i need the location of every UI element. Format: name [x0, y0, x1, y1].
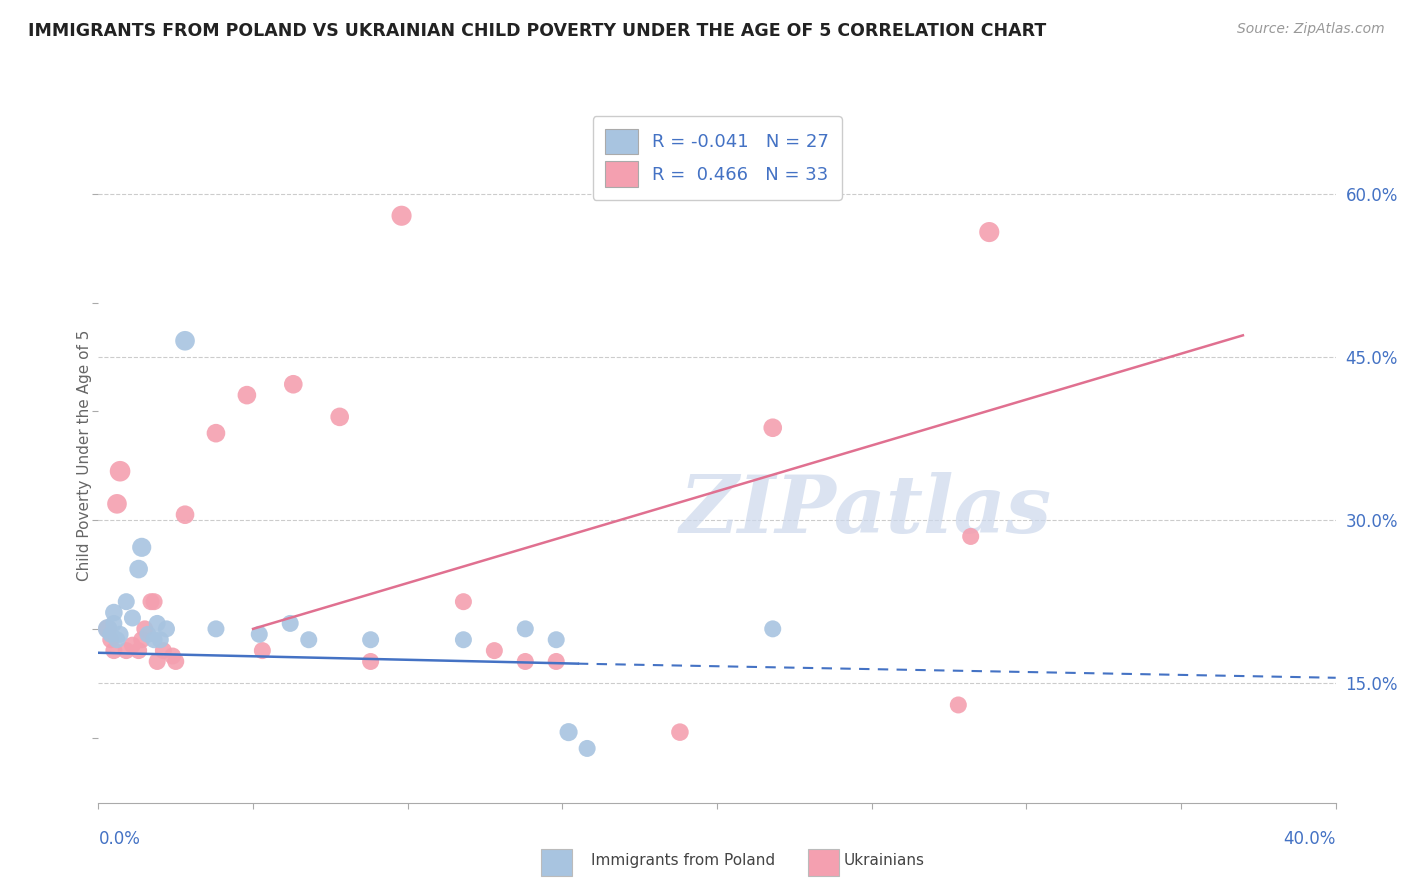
Point: [97, 622, 120, 636]
Point: [515, 622, 537, 636]
Point: [515, 655, 537, 669]
Point: [948, 698, 970, 712]
Point: [762, 421, 785, 435]
Point: [546, 632, 568, 647]
Point: [115, 643, 138, 657]
Point: [152, 643, 174, 657]
Point: [278, 616, 301, 631]
Point: [131, 632, 153, 647]
Point: [391, 209, 413, 223]
Point: [128, 562, 150, 576]
Point: [762, 622, 785, 636]
Point: [134, 622, 156, 636]
Point: [360, 632, 382, 647]
Point: [105, 497, 128, 511]
Point: [143, 632, 166, 647]
Point: [576, 741, 599, 756]
Y-axis label: Child Poverty Under the Age of 5: Child Poverty Under the Age of 5: [77, 329, 91, 581]
Point: [283, 377, 305, 392]
Point: [100, 627, 122, 641]
Point: [139, 595, 162, 609]
Point: [298, 632, 321, 647]
Point: [97, 622, 120, 636]
Point: [103, 643, 125, 657]
Point: [162, 648, 184, 663]
Legend: R = -0.041   N = 27, R =  0.466   N = 33: R = -0.041 N = 27, R = 0.466 N = 33: [592, 116, 842, 200]
Text: Ukrainians: Ukrainians: [844, 854, 925, 868]
Point: [484, 643, 506, 657]
Point: [143, 595, 166, 609]
Point: [252, 643, 274, 657]
Point: [174, 334, 197, 348]
Point: [146, 655, 169, 669]
Text: 40.0%: 40.0%: [1284, 830, 1336, 847]
Point: [128, 643, 150, 657]
Point: [236, 388, 259, 402]
Point: [165, 655, 187, 669]
Point: [453, 595, 475, 609]
Text: Source: ZipAtlas.com: Source: ZipAtlas.com: [1237, 22, 1385, 37]
Point: [205, 426, 228, 441]
Point: [136, 627, 159, 641]
Point: [121, 638, 143, 652]
Point: [155, 622, 177, 636]
Point: [453, 632, 475, 647]
Text: ZIPatlas: ZIPatlas: [679, 472, 1052, 549]
Point: [959, 529, 981, 543]
Point: [247, 627, 270, 641]
Point: [115, 595, 138, 609]
Point: [108, 464, 131, 478]
Point: [105, 632, 128, 647]
Point: [546, 655, 568, 669]
Point: [149, 632, 172, 647]
Text: IMMIGRANTS FROM POLAND VS UKRAINIAN CHILD POVERTY UNDER THE AGE OF 5 CORRELATION: IMMIGRANTS FROM POLAND VS UKRAINIAN CHIL…: [28, 22, 1046, 40]
Point: [146, 616, 169, 631]
Point: [103, 616, 125, 631]
Point: [108, 627, 131, 641]
Point: [121, 611, 143, 625]
Point: [100, 632, 122, 647]
Point: [360, 655, 382, 669]
Point: [103, 606, 125, 620]
Text: Immigrants from Poland: Immigrants from Poland: [591, 854, 775, 868]
Point: [205, 622, 228, 636]
Point: [669, 725, 692, 739]
Point: [174, 508, 197, 522]
Point: [329, 409, 352, 424]
Point: [979, 225, 1001, 239]
Text: 0.0%: 0.0%: [98, 830, 141, 847]
Point: [131, 541, 153, 555]
Point: [557, 725, 579, 739]
